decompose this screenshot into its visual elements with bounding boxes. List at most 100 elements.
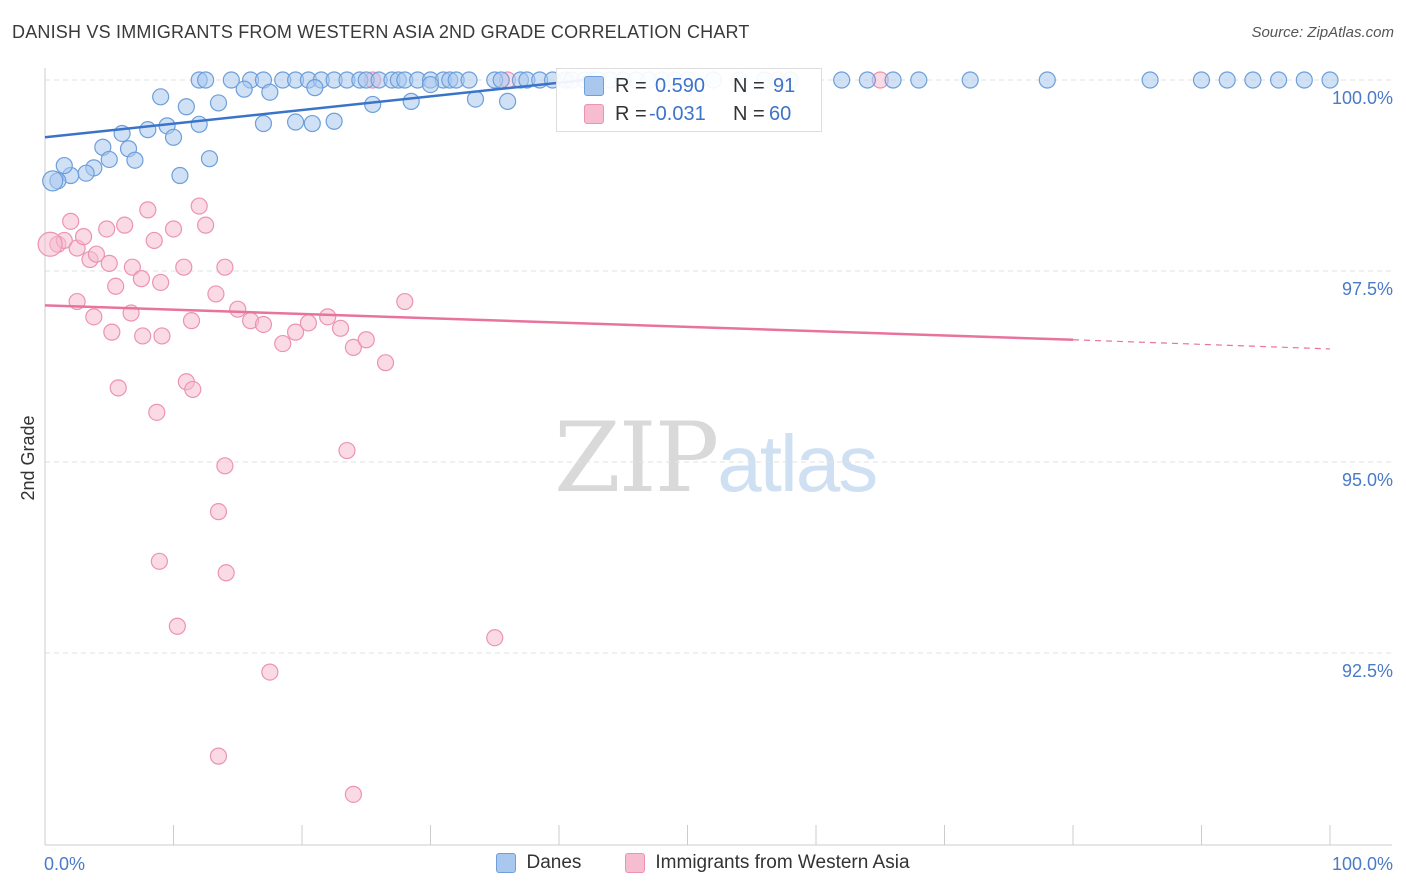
immigrants-point [123,258,141,276]
danes-n-label: N = [733,74,765,97]
gridlines [45,79,1392,654]
immigrants-point [62,212,80,230]
immigrants-point [175,258,193,276]
immigrants-point [103,323,121,341]
immigrants-point [37,231,63,257]
danes-point [55,156,73,175]
danes-point [126,151,144,169]
immigrants-point [134,327,152,345]
immigrants-trend-extension [1072,339,1331,350]
immigrants-point [229,300,247,318]
immigrants-point [132,270,150,288]
danes-point [421,75,440,94]
bottom-legend: Danes Immigrants from Western Asia [0,852,1406,874]
immigrants-point [74,228,93,246]
stats-legend: R = 0.590 N = 91 R = -0.031 N = 60 [556,68,822,132]
danes-point [1244,71,1262,89]
immigrants-point [299,314,318,332]
immigrants-point [109,379,127,397]
immigrants-point [85,308,103,326]
immigrants-point [152,273,170,292]
danes-point [402,92,420,110]
immigrants-point [148,403,166,421]
danes-point [222,71,240,89]
danes-point [197,71,215,89]
tick-labels: 100.0% 97.5% 95.0% 92.5% 0.0% 100.0% [44,88,1393,874]
immigrants-swatch [584,104,604,124]
danes-point [235,80,253,98]
immigrants-point [209,747,228,765]
immigrants-point [207,285,225,303]
danes-point [100,150,118,169]
danes-point [1269,71,1288,89]
immigrants-r-label: R = [615,102,647,125]
danes-point [164,128,183,146]
immigrants-trend-line [44,304,1074,342]
danes-trend-line [44,78,585,139]
y-tick-label: 100.0% [1332,88,1393,108]
immigrants-n-value: 60 [769,102,792,125]
immigrants-point [486,629,504,647]
danes-point [833,71,851,89]
immigrants-point [107,277,125,295]
danes-point [884,71,902,89]
danes-point [364,95,382,114]
danes-swatch [584,76,604,96]
danes-point [209,94,228,112]
danes-point [254,114,273,133]
watermark-zip: ZIP [554,402,719,514]
legend-danes-swatch [496,853,517,873]
immigrants-point [216,457,234,475]
danes-point [1321,71,1339,89]
danes-point [1192,71,1211,89]
danes-point [499,92,517,110]
trend-lines [44,78,1331,350]
danes-point [152,88,170,106]
source-credit: Source: ZipAtlas.com [1251,24,1394,41]
immigrants-points [37,71,889,803]
immigrants-r-value: -0.031 [649,102,706,125]
immigrants-point [338,441,356,460]
immigrants-point [254,315,273,334]
watermark: ZIPatlas [554,402,878,514]
immigrants-point [217,564,235,582]
danes-point [1218,71,1236,89]
immigrants-point [209,503,228,521]
danes-point [1038,71,1056,89]
chart-title: DANISH VS IMMIGRANTS FROM WESTERN ASIA 2… [12,22,750,42]
immigrants-point [98,220,116,238]
immigrants-point [376,354,395,372]
immigrants-point [357,331,375,349]
danes-point [77,164,95,182]
stats-row-immigrants: R = -0.031 N = 60 [557,100,821,128]
y-tick-label: 95.0% [1342,470,1393,490]
danes-point [286,113,305,131]
legend-danes-label: Danes [526,852,582,873]
immigrants-point [182,312,201,330]
y-tick-label: 92.5% [1342,661,1393,681]
immigrants-point [145,231,163,250]
legend-immigrants-swatch [625,853,646,873]
danes-r-label: R = [615,74,647,97]
immigrants-point [139,201,157,219]
danes-point [460,71,478,89]
legend-item-immigrants: Immigrants from Western Asia [625,852,910,874]
immigrants-point [396,292,414,311]
immigrants-point [100,254,118,272]
danes-point [325,112,343,130]
immigrants-point [319,308,337,326]
x-tick-label: 100.0% [1332,854,1393,874]
danes-point [177,98,195,116]
y-tick-label: 97.5% [1342,279,1393,299]
immigrants-point [216,258,234,276]
danes-point [492,71,510,89]
immigrants-n-label: N = [733,102,765,125]
immigrants-point [153,327,171,345]
immigrants-point [184,380,202,399]
danes-r-value: 0.590 [655,74,706,97]
danes-point [171,166,189,185]
immigrants-point [286,323,305,341]
danes-point [303,114,321,133]
axes [44,68,1392,846]
